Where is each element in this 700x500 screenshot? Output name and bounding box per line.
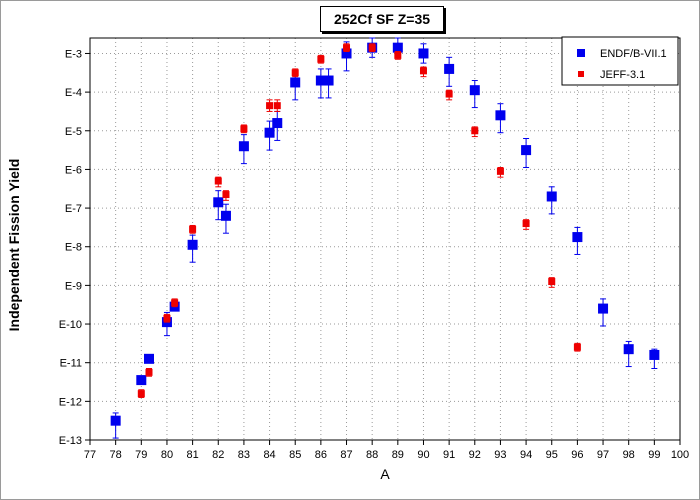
- data-point: [214, 177, 222, 185]
- x-tick-label: 85: [289, 449, 301, 461]
- data-point: [264, 127, 275, 138]
- y-tick-label: E-13: [59, 435, 82, 447]
- data-point: [546, 191, 557, 202]
- y-tick-label: E-8: [65, 242, 82, 254]
- axes: [85, 37, 681, 445]
- data-point: [573, 343, 581, 351]
- plot-area-border: [89, 37, 681, 441]
- data-point: [315, 75, 326, 86]
- x-tick-label: 95: [546, 449, 558, 461]
- data-point: [419, 67, 427, 75]
- x-tick-label: 94: [520, 449, 532, 461]
- data-point: [272, 118, 283, 129]
- data-point: [145, 368, 153, 376]
- series-jeff: [137, 43, 581, 398]
- data-point: [469, 85, 480, 96]
- x-tick-label: 87: [340, 449, 352, 461]
- y-tick-label: E-7: [65, 203, 82, 215]
- y-tick-label: E-5: [65, 126, 82, 138]
- x-tick-label: 86: [315, 449, 327, 461]
- data-point: [290, 77, 301, 88]
- data-points: [110, 37, 660, 439]
- y-tick-label: E-11: [60, 358, 82, 370]
- data-point: [291, 69, 299, 77]
- data-point: [343, 44, 351, 52]
- data-point: [496, 167, 504, 175]
- data-point: [317, 55, 325, 63]
- x-tick-label: 84: [263, 449, 275, 461]
- data-point: [238, 141, 249, 152]
- data-point: [368, 44, 376, 52]
- data-point: [136, 375, 147, 386]
- data-point: [548, 278, 556, 286]
- data-point: [110, 415, 121, 426]
- data-point: [213, 197, 224, 208]
- data-point: [521, 145, 532, 156]
- x-tick-label: 89: [392, 449, 404, 461]
- data-point: [623, 344, 634, 355]
- x-tick-label: 79: [135, 449, 147, 461]
- x-axis-label: A: [380, 466, 390, 482]
- legend-marker-jeff: [578, 71, 584, 77]
- data-point: [341, 48, 352, 59]
- data-point: [394, 51, 402, 59]
- data-point: [572, 232, 583, 243]
- x-tick-label: 91: [443, 449, 455, 461]
- legend-label-jeff: JEFF-3.1: [600, 69, 645, 81]
- chart-title: 252Cf SF Z=35: [320, 6, 444, 32]
- x-tick-label: 93: [494, 449, 506, 461]
- data-point: [392, 42, 403, 53]
- x-tick-label: 99: [648, 449, 660, 461]
- data-point: [323, 75, 334, 86]
- data-point: [144, 353, 154, 364]
- legend-label-endf: ENDF/B-VII.1: [600, 48, 667, 60]
- data-point: [220, 210, 231, 221]
- data-point: [649, 349, 660, 360]
- data-point: [598, 303, 609, 314]
- data-point: [471, 127, 479, 135]
- data-point: [273, 102, 281, 110]
- y-tick-label: E-9: [65, 280, 82, 292]
- data-point: [137, 390, 145, 398]
- x-tick-label: 98: [623, 449, 635, 461]
- grid-lines: [90, 38, 680, 441]
- x-tick-label: 77: [84, 449, 96, 461]
- y-tick-label: E-12: [59, 396, 82, 408]
- x-tick-label: 90: [417, 449, 429, 461]
- data-point: [189, 225, 197, 233]
- data-point: [495, 110, 506, 121]
- x-tick-label: 80: [161, 449, 173, 461]
- x-tick-label: 92: [469, 449, 481, 461]
- y-tick-label: E-3: [65, 48, 82, 60]
- x-tick-label: 88: [366, 449, 378, 461]
- legend-marker-endf: [577, 49, 585, 57]
- tick-labels: 77 78 79 80 81 82 83 84 85 86 87 88 89 90 91 92 93 94 95 96…: [59, 48, 689, 461]
- data-point: [163, 314, 171, 322]
- data-point: [266, 102, 274, 110]
- data-point: [187, 239, 198, 250]
- x-tick-label: 82: [212, 449, 224, 461]
- x-tick-label: 81: [186, 449, 198, 461]
- x-tick-label: 97: [597, 449, 609, 461]
- y-tick-label: E-10: [59, 319, 82, 331]
- y-tick-label: E-4: [65, 87, 82, 99]
- y-tick-label: E-6: [65, 164, 82, 176]
- legend: ENDF/B-VII.1 JEFF-3.1: [561, 36, 679, 86]
- data-point: [222, 191, 230, 199]
- x-tick-label: 96: [571, 449, 583, 461]
- data-point: [171, 299, 179, 307]
- data-point: [444, 63, 455, 74]
- data-point: [418, 48, 429, 59]
- data-point: [240, 125, 248, 133]
- x-tick-label: 100: [671, 449, 689, 461]
- x-tick-label: 83: [238, 449, 250, 461]
- data-point: [522, 220, 530, 228]
- x-tick-label: 78: [110, 449, 122, 461]
- data-point: [445, 90, 453, 98]
